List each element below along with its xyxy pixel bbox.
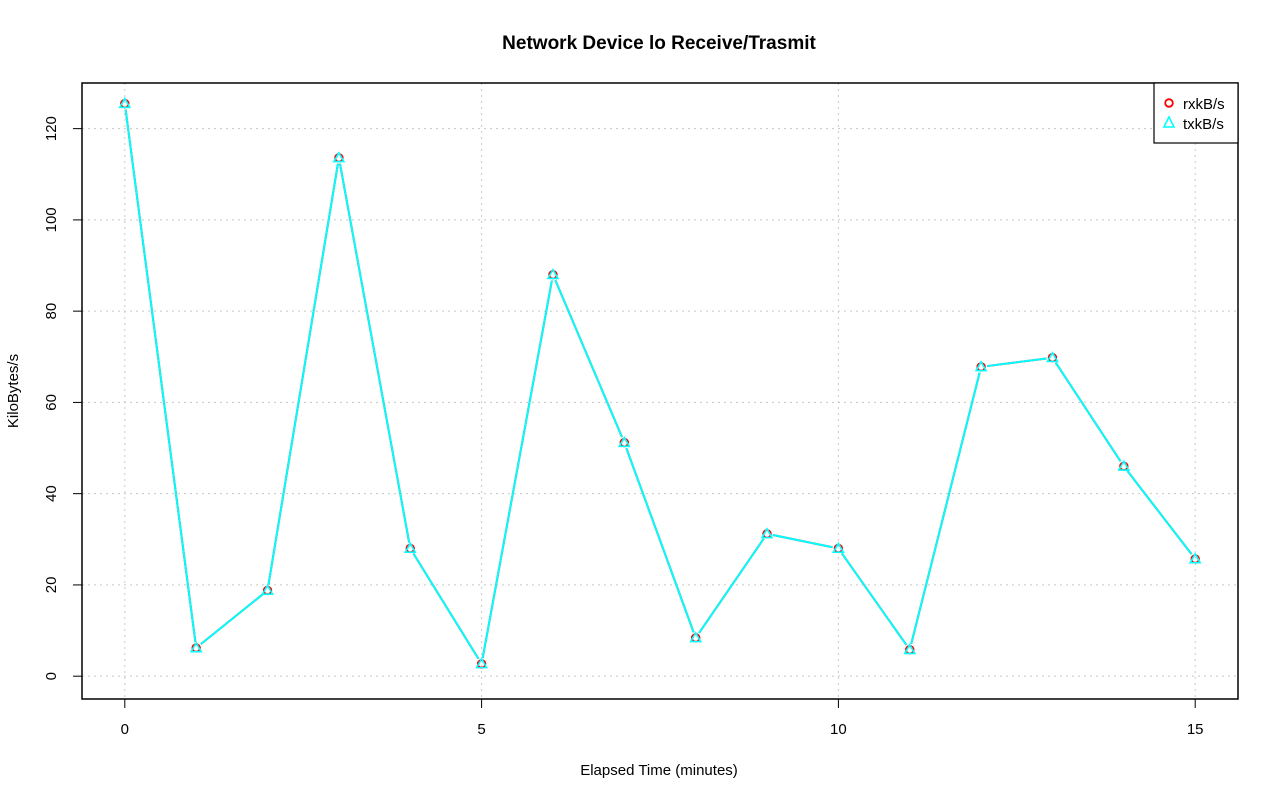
y-tick-label: 0 [43,672,60,680]
data-point-triangle [760,527,774,539]
y-tick-label: 100 [43,207,60,232]
data-point-triangle [974,360,988,372]
series-txkb-s [124,109,1193,660]
y-axis-label: KiloBytes/s [5,354,22,428]
series-line-segment [1126,470,1193,555]
y-tick-label: 80 [43,303,60,320]
series-line-segment [841,552,908,646]
x-tick-label: 0 [121,721,129,738]
y-axis: 0 20 40 60 80 100 120 [43,116,83,680]
legend-label-tx: txkB/s [1183,116,1224,133]
data-point-triangle [617,435,631,448]
series-line-segment [267,163,339,585]
series-line-segment [625,447,695,633]
data-point-triangle [689,631,703,643]
series-line-segment [986,357,1047,368]
x-axis: 0 5 10 15 [121,698,1204,738]
y-tick-label: 120 [43,116,60,141]
grid-lines [82,83,1238,699]
data-point-triangle [546,268,560,280]
series-line-segment [200,593,264,645]
x-axis-label: Elapsed Time (minutes) [580,762,738,779]
legend-circle-icon [1164,98,1174,108]
y-tick-label: 60 [43,394,60,411]
data-point-triangle [1117,459,1131,471]
data-point-triangle [903,643,917,655]
series-line-segment [1054,362,1122,462]
plot-area-frame [81,82,1239,700]
legend: rxkB/s txkB/s [1153,82,1239,144]
x-tick-label: 5 [477,721,485,738]
series-rxkb-s [124,109,1193,660]
series-line-segment [124,109,197,643]
data-point-triangle [332,151,346,163]
x-tick-label: 10 [830,721,847,738]
data-point-triangle [1046,351,1059,363]
data-point-triangle [832,541,845,553]
x-tick-label: 15 [1187,721,1204,738]
series-line-segment [481,280,553,659]
data-point-triangle [189,641,203,653]
legend-box [1153,82,1239,144]
series-line-segment [412,553,480,660]
data-point-triangle [261,583,274,595]
chart-title: Network Device lo Receive/Trasmit [502,33,816,54]
series-line-segment [772,534,833,549]
data-point-triangle [403,541,417,553]
series-line-segment [698,538,765,634]
legend-triangle-icon [1162,115,1176,128]
data-point-triangle [118,96,132,109]
legend-label-rx: rxkB/s [1183,96,1225,113]
data-markers [118,96,1202,669]
data-point-triangle [475,657,488,669]
series-line-segment [338,163,411,543]
series-line-segment [910,372,981,645]
y-tick-label: 20 [43,577,60,594]
data-point-triangle [1188,552,1202,564]
series-lines [124,109,1193,660]
y-tick-label: 40 [43,485,60,502]
series-line-segment [554,279,623,438]
